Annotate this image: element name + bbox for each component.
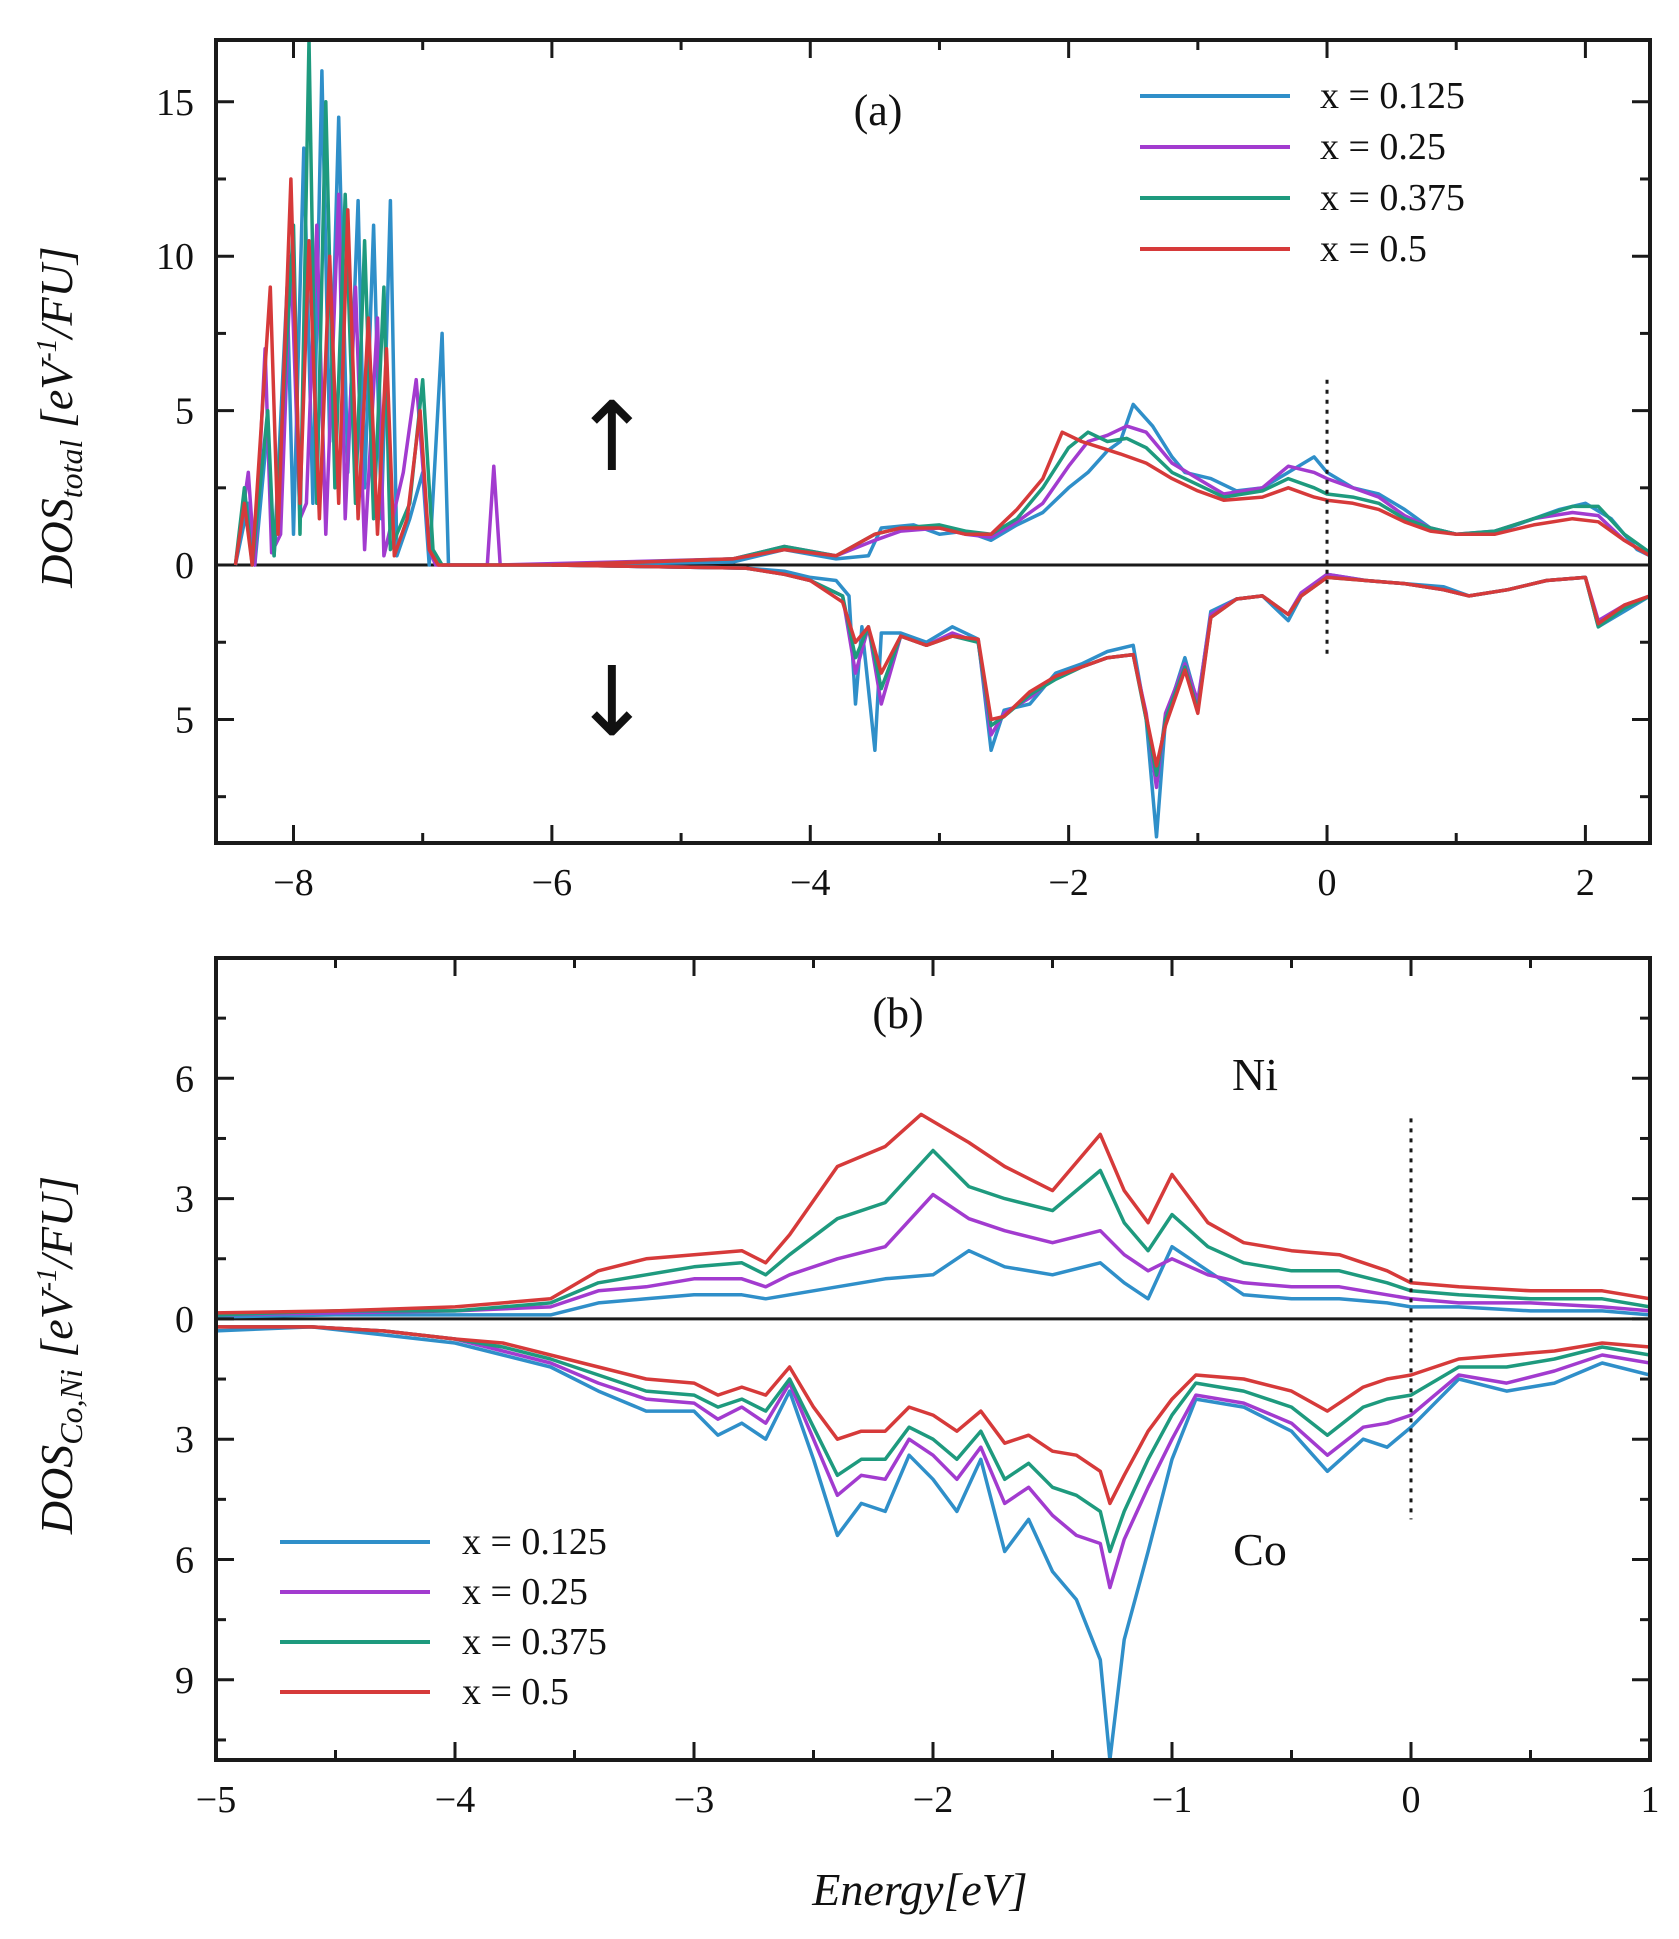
- panel-b-ylabel-end: /FU]: [31, 1176, 82, 1271]
- panel-a-ytick-label: 5: [175, 699, 194, 741]
- panel-b-ticks: −5 −4 −3 −2 −1 0 1 9 6 3 0 3 6: [175, 956, 1660, 1821]
- panel-b-series-0-up: [216, 1244, 1650, 1319]
- panel-a-series-3-up: [233, 177, 1650, 567]
- panel-b: −5 −4 −3 −2 −1 0 1 9 6 3 0 3 6 (b) Ni Co DOSCo,Ni [e…: [31, 956, 1660, 1915]
- panel-a-ticks: −8 −6 −4 −2 0 2 5 0 5 10 15: [156, 40, 1650, 904]
- panel-b-xtick-label: −1: [1152, 1779, 1192, 1821]
- panel-b-xtick-label: −3: [674, 1779, 714, 1821]
- spin-up-arrow: ↑: [572, 381, 652, 493]
- panel-b-ytick-label: 0: [175, 1299, 194, 1341]
- panel-a-xtick-label: −6: [532, 862, 572, 904]
- panel-b-series-2-down: [216, 1325, 1650, 1554]
- spin-down-arrow: ↓: [572, 646, 652, 758]
- panel-b-x-axis-title: Energy[eV]: [811, 1864, 1027, 1915]
- panel-b-series-1-up: [216, 1192, 1650, 1317]
- legend-a-label-0: x = 0.125: [1320, 75, 1465, 117]
- panel-b-xtick-label: −4: [435, 1779, 475, 1821]
- panel-b-xtick-label: 1: [1641, 1779, 1660, 1821]
- panel-a-y-axis-title: DOStotal [eV-1/FU]: [31, 246, 89, 588]
- panel-a-xtick-label: −8: [273, 862, 313, 904]
- panel-a-frame: [214, 38, 1652, 845]
- legend-a-label-2: x = 0.375: [1320, 177, 1465, 219]
- panel-b-ytick-label: 3: [175, 1179, 194, 1221]
- panel-b-label: (b): [872, 989, 923, 1038]
- legend-b-label-2: x = 0.375: [462, 1621, 607, 1663]
- panel-b-frame: [214, 956, 1652, 1762]
- panel-b-legend: x = 0.125 x = 0.25 x = 0.375 x = 0.5: [280, 1521, 607, 1713]
- panel-a-series-2-up: [233, 40, 1650, 567]
- panel-a-xtick-label: 2: [1576, 862, 1595, 904]
- panel-a-series-1-down: [551, 563, 1650, 790]
- legend-a-label-3: x = 0.5: [1320, 228, 1427, 270]
- panel-b-series-3-up: [216, 1112, 1650, 1315]
- legend-b-label-1: x = 0.25: [462, 1571, 588, 1613]
- panel-b-ytick-label: 9: [175, 1660, 194, 1702]
- panel-a-ylabel-sup: -1: [32, 338, 63, 361]
- panel-b-ytick-label: 6: [175, 1058, 194, 1100]
- panel-a-ytick-label: 5: [175, 391, 194, 433]
- panel-b-ylabel-sub: Co,Ni: [53, 1369, 89, 1445]
- panel-b-ylabel-main: DOS: [31, 1445, 82, 1535]
- legend-b-label-0: x = 0.125: [462, 1521, 607, 1563]
- panel-b-ylabel-tail: [eV: [31, 1286, 82, 1369]
- panel-a-ylabel-main: DOS: [31, 498, 82, 588]
- panel-a-ylabel-tail: [eV: [31, 357, 82, 440]
- panel-a-xtick-label: −2: [1048, 862, 1088, 904]
- panel-b-series-1-down: [216, 1325, 1650, 1590]
- panel-a-label: (a): [854, 86, 903, 135]
- panel-b-ytick-label: 6: [175, 1540, 194, 1582]
- panel-a-ylabel-sub: total: [53, 439, 89, 498]
- panel-b-ytick-label: 3: [175, 1419, 194, 1461]
- legend-a-label-1: x = 0.25: [1320, 126, 1446, 168]
- panel-b-series-3-down: [216, 1325, 1650, 1506]
- panel-b-xtick-label: −2: [913, 1779, 953, 1821]
- panel-a-legend: x = 0.125 x = 0.25 x = 0.375 x = 0.5: [1140, 75, 1465, 270]
- panel-a-series-0-down: [551, 563, 1650, 839]
- panel-b-series-2-up: [216, 1148, 1650, 1317]
- panel-a-series-3-down: [551, 563, 1650, 768]
- panel-b-y-axis-title: DOSCo,Ni [eV-1/FU]: [31, 1176, 89, 1535]
- panel-a-ytick-label: 10: [156, 236, 194, 278]
- ni-annotation: Ni: [1232, 1049, 1278, 1100]
- panel-a-ytick-label: 0: [175, 545, 194, 587]
- panel-a-ytick-label: 15: [156, 82, 194, 124]
- panel-a-ylabel-end: /FU]: [31, 246, 82, 341]
- legend-b-label-3: x = 0.5: [462, 1671, 569, 1713]
- panel-b-series: [216, 1112, 1650, 1760]
- panel-b-xtick-label: 0: [1402, 1779, 1421, 1821]
- panel-a-series: [216, 40, 1650, 839]
- panel-b-series-0-down: [216, 1325, 1650, 1760]
- co-annotation: Co: [1233, 1524, 1287, 1575]
- panel-a-series-2-down: [551, 563, 1650, 777]
- panel-b-ylabel-sup: -1: [32, 1268, 63, 1291]
- panel-a-xtick-label: 0: [1318, 862, 1337, 904]
- panel-a-xtick-label: −4: [790, 862, 830, 904]
- panel-b-xtick-label: −5: [196, 1779, 236, 1821]
- panel-a: −8 −6 −4 −2 0 2 5 0 5 10 15 (a) ↑ ↓ DOStotal [eV-1…: [31, 38, 1652, 904]
